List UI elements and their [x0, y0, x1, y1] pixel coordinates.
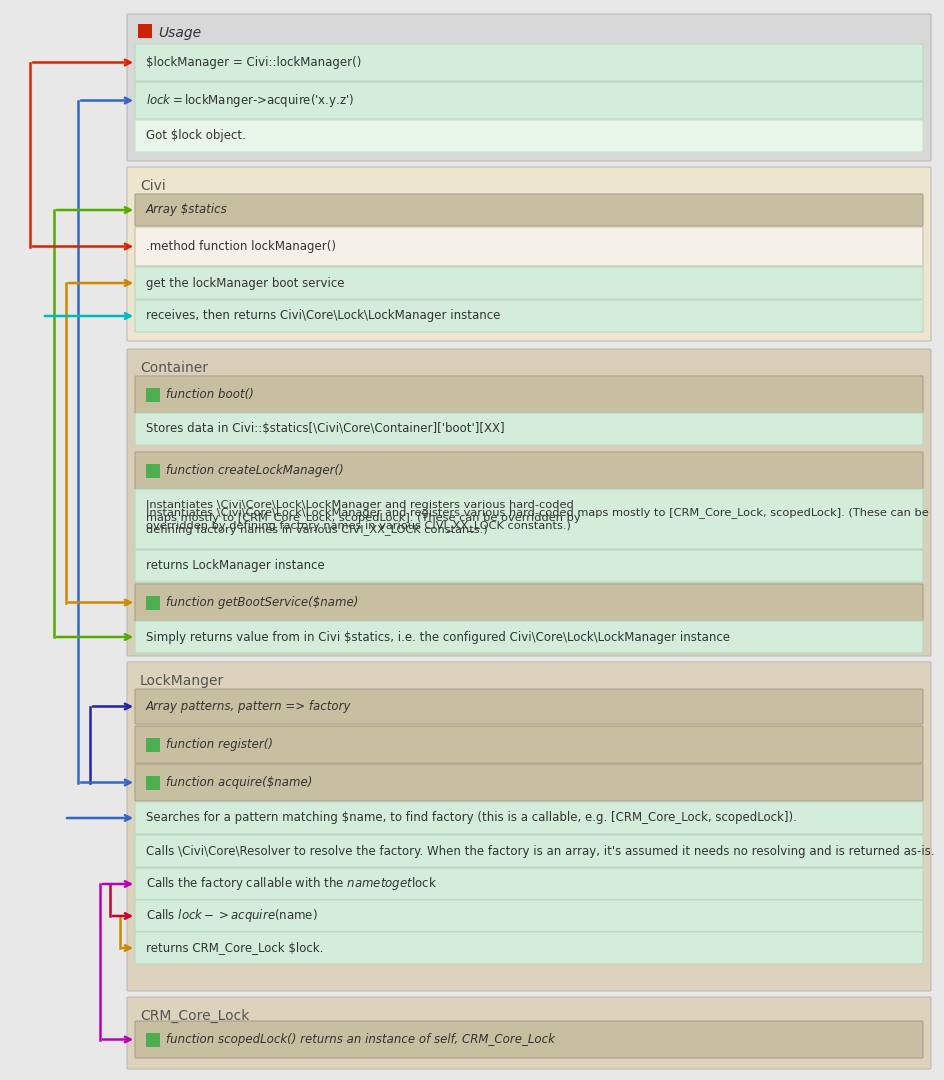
Text: Array patterns, pattern => factory: Array patterns, pattern => factory: [145, 700, 351, 713]
FancyBboxPatch shape: [135, 194, 922, 226]
Bar: [138, 24, 152, 38]
Text: function createLockManager(): function createLockManager(): [166, 464, 344, 477]
FancyBboxPatch shape: [135, 932, 922, 964]
FancyBboxPatch shape: [126, 167, 930, 341]
Text: Stores data in Civi::$statics[\Civi\Core\Container]['boot'][XX]: Stores data in Civi::$statics[\Civi\Core…: [145, 422, 504, 435]
Text: Searches for a pattern matching $name, to find factory (this is a callable, e.g.: Searches for a pattern matching $name, t…: [145, 811, 796, 824]
Text: function getBootService($name): function getBootService($name): [166, 596, 358, 609]
Text: Calls the factory callable with the $name to get $lock: Calls the factory callable with the $nam…: [145, 876, 436, 892]
Text: Array $statics: Array $statics: [145, 203, 228, 216]
Text: CRM_Core_Lock: CRM_Core_Lock: [140, 1009, 249, 1023]
FancyBboxPatch shape: [135, 900, 922, 932]
Text: function register(): function register(): [166, 738, 273, 751]
FancyBboxPatch shape: [135, 621, 922, 653]
Text: Simply returns value from in Civi $statics, i.e. the configured Civi\Core\Lock\L: Simply returns value from in Civi $stati…: [145, 631, 729, 644]
Text: returns CRM_Core_Lock $lock.: returns CRM_Core_Lock $lock.: [145, 942, 323, 955]
Text: get the lockManager boot service: get the lockManager boot service: [145, 276, 345, 289]
Text: $lock = $lockManger->acquire('x.y.z'): $lock = $lockManger->acquire('x.y.z'): [145, 92, 354, 109]
FancyBboxPatch shape: [126, 997, 930, 1069]
FancyBboxPatch shape: [135, 267, 922, 299]
FancyBboxPatch shape: [126, 14, 930, 161]
FancyBboxPatch shape: [135, 413, 922, 445]
FancyBboxPatch shape: [126, 349, 930, 656]
FancyBboxPatch shape: [135, 550, 922, 582]
Text: .method function lockManager(): .method function lockManager(): [145, 240, 336, 253]
FancyBboxPatch shape: [135, 44, 922, 81]
Text: receives, then returns Civi\Core\Lock\LockManager instance: receives, then returns Civi\Core\Lock\Lo…: [145, 310, 499, 323]
Text: Usage: Usage: [158, 26, 201, 40]
FancyBboxPatch shape: [135, 726, 922, 762]
Text: $lockManager = Civi::lockManager(): $lockManager = Civi::lockManager(): [145, 56, 361, 69]
FancyBboxPatch shape: [135, 300, 922, 332]
Text: function boot(): function boot(): [166, 388, 254, 401]
FancyBboxPatch shape: [135, 453, 922, 489]
FancyBboxPatch shape: [135, 802, 922, 834]
Text: Civi: Civi: [140, 179, 165, 193]
FancyBboxPatch shape: [135, 489, 922, 549]
Bar: [145, 775, 160, 789]
FancyBboxPatch shape: [135, 764, 922, 801]
FancyBboxPatch shape: [135, 227, 922, 266]
Text: Container: Container: [140, 361, 208, 375]
FancyBboxPatch shape: [135, 868, 922, 900]
Text: LockManger: LockManger: [140, 674, 224, 688]
FancyBboxPatch shape: [126, 662, 930, 991]
Text: Calls $lock->acquire($name): Calls $lock->acquire($name): [145, 907, 317, 924]
Text: returns LockManager instance: returns LockManager instance: [145, 559, 325, 572]
FancyBboxPatch shape: [135, 82, 922, 119]
Text: function acquire($name): function acquire($name): [166, 777, 312, 789]
Text: Instantiates \Civi\Core\Lock\LockManager and registers various hard-coded
maps m: Instantiates \Civi\Core\Lock\LockManager…: [145, 500, 580, 535]
FancyBboxPatch shape: [135, 1021, 922, 1058]
Bar: [145, 388, 160, 402]
Bar: [145, 738, 160, 752]
Text: Calls \Civi\Core\Resolver to resolve the factory. When the factory is an array, : Calls \Civi\Core\Resolver to resolve the…: [145, 845, 934, 858]
Text: Got $lock object.: Got $lock object.: [145, 130, 245, 143]
FancyBboxPatch shape: [135, 584, 922, 621]
Bar: [145, 463, 160, 477]
FancyBboxPatch shape: [135, 689, 922, 724]
Bar: [145, 1032, 160, 1047]
Text: Instantiates \Civi\Core\Lock\LockManager and registers various hard-coded maps m: Instantiates \Civi\Core\Lock\LockManager…: [145, 508, 928, 530]
FancyBboxPatch shape: [135, 835, 922, 867]
Bar: [145, 595, 160, 609]
Text: function scopedLock() returns an instance of self, CRM_Core_Lock: function scopedLock() returns an instanc…: [166, 1032, 554, 1047]
FancyBboxPatch shape: [135, 376, 922, 413]
FancyBboxPatch shape: [135, 120, 922, 152]
